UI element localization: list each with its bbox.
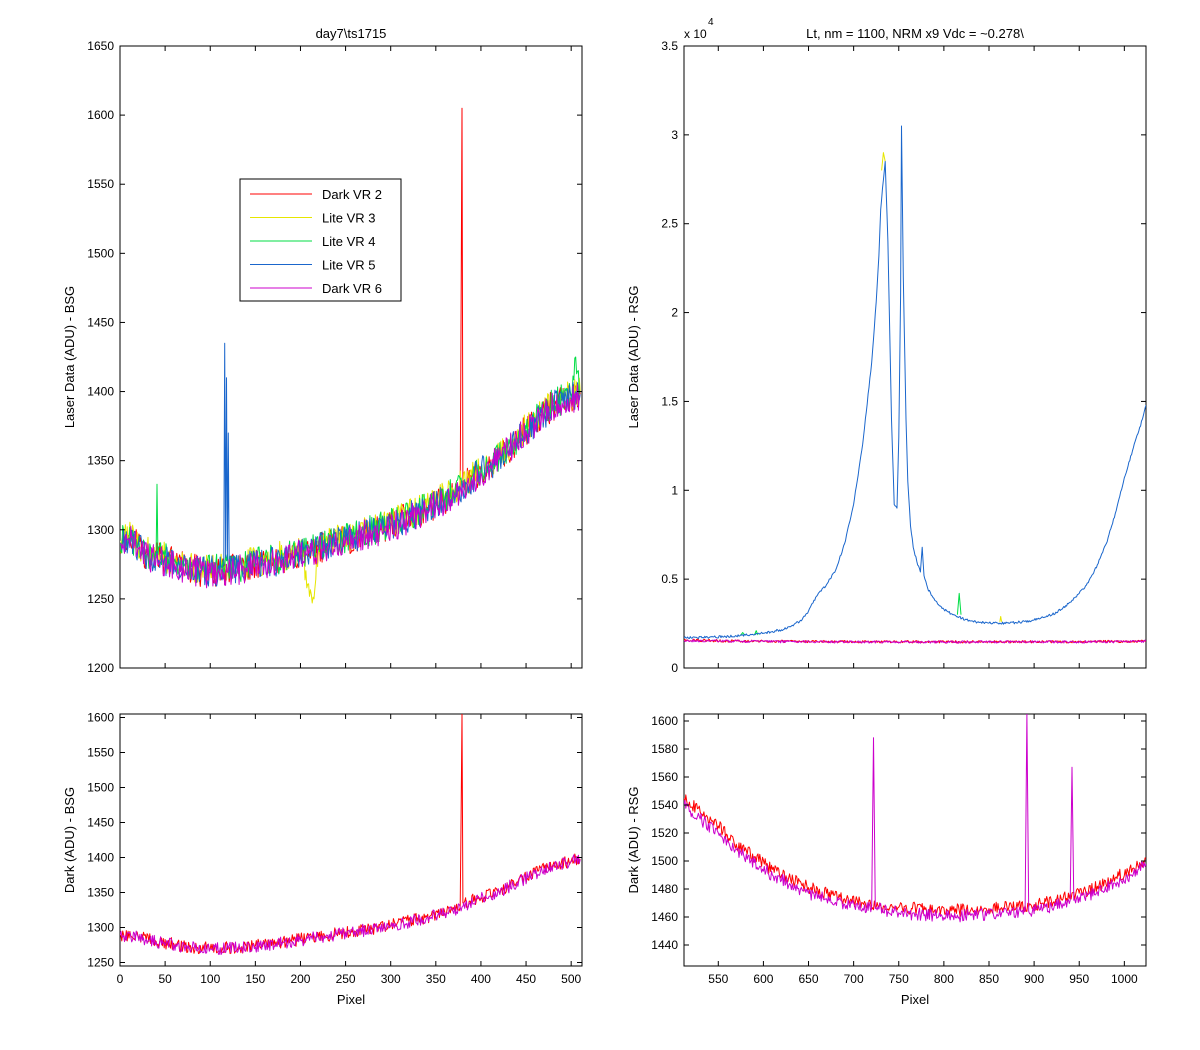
y-tick-label: 1550 (87, 177, 114, 191)
y-tick-label: 1500 (651, 854, 678, 868)
x-tick-label: 150 (245, 972, 265, 986)
y-axis-label: Laser Data (ADU) - BSG (62, 286, 77, 428)
y-tick-label: 1400 (87, 851, 114, 865)
x-tick-label: 100 (200, 972, 220, 986)
y-tick-label: 2.5 (661, 217, 678, 231)
y-exponent: 4 (708, 17, 714, 28)
x-axis-label: Pixel (901, 992, 929, 1007)
series-line-dark-vr-2 (120, 107, 581, 587)
y-tick-label: 1200 (87, 661, 114, 675)
y-tick-label: 2 (671, 306, 678, 320)
series-line-lite-vr-5 (684, 125, 1146, 640)
x-tick-label: 1000 (1111, 972, 1138, 986)
y-tick-label: 1 (671, 483, 678, 497)
x-tick-label: 600 (753, 972, 773, 986)
legend-entry: Lite VR 4 (322, 234, 375, 249)
chart-top-left: 1200 1250 1300 1350 1400 1450 1500 1550 1600 1650… (62, 26, 583, 675)
y-tick-label: 1450 (87, 816, 114, 830)
x-tick-label: 650 (799, 972, 819, 986)
x-tick-label: 300 (381, 972, 401, 986)
chart-title: Lt, nm = 1100, NRM x9 Vdc = ~0.278\ (806, 26, 1024, 41)
y-exponent-label: x 10 (684, 27, 707, 41)
y-tick-label: 1300 (87, 523, 114, 537)
y-tick-label: 1460 (651, 910, 678, 924)
chart-bottom-left: 1250 1300 1350 1400 1450 1500 1550 1600 0 50 100 15… (62, 711, 583, 1007)
y-tick-label: 0.5 (661, 572, 678, 586)
x-tick-label: 700 (844, 972, 864, 986)
x-tick-label: 900 (1024, 972, 1044, 986)
y-axis-label: Laser Data (ADU) - RSG (626, 285, 641, 428)
x-tick-label: 750 (889, 972, 909, 986)
y-tick-label: 1560 (651, 770, 678, 784)
y-tick-label: 1250 (87, 592, 114, 606)
chart-title: day7\ts1715 (316, 26, 387, 41)
x-tick-label: 350 (426, 972, 446, 986)
x-tick-label: 950 (1069, 972, 1089, 986)
plot-frame (683, 713, 1147, 967)
y-tick-label: 1540 (651, 798, 678, 812)
x-tick-label: 450 (516, 972, 536, 986)
y-tick-label: 1520 (651, 826, 678, 840)
legend-box (239, 178, 402, 302)
y-tick-label: 0 (671, 661, 678, 675)
y-axis-label: Dark (ADU) - RSG (626, 787, 641, 894)
plot-frame (119, 713, 583, 967)
series-line-dark-vr-6 (684, 639, 1146, 644)
y-tick-label: 1550 (87, 746, 114, 760)
x-tick-label: 250 (336, 972, 356, 986)
plot-frame (683, 45, 1147, 669)
legend: Dark VR 2 Lite VR 3 Lite VR 4 Lite VR 5 Dark… (239, 178, 402, 302)
y-tick-label: 1600 (651, 714, 678, 728)
series-line-dark-vr-6 (120, 854, 581, 955)
x-tick-label: 500 (561, 972, 581, 986)
legend-entry: Lite VR 3 (322, 211, 375, 226)
y-tick-label: 3.5 (661, 39, 678, 53)
y-tick-label: 1500 (87, 781, 114, 795)
y-tick-label: 1650 (87, 39, 114, 53)
y-tick-label: 1480 (651, 882, 678, 896)
x-tick-label: 400 (471, 972, 491, 986)
y-tick-label: 1400 (87, 385, 114, 399)
x-tick-label: 50 (158, 972, 172, 986)
y-tick-label: 1350 (87, 886, 114, 900)
series-line-dark-vr-2 (120, 714, 581, 955)
series-line-dark-vr-6 (120, 384, 581, 589)
y-tick-label: 1.5 (661, 394, 678, 408)
x-tick-label: 850 (979, 972, 999, 986)
y-tick-label: 1580 (651, 742, 678, 756)
x-tick-label: 200 (290, 972, 310, 986)
legend-entry: Dark VR 6 (322, 281, 382, 296)
x-tick-label: 550 (708, 972, 728, 986)
series-line-lite-vr-3 (881, 152, 1003, 622)
y-axis-label: Dark (ADU) - BSG (62, 787, 77, 893)
chart-bottom-right: 1440 1460 1480 1500 1520 1540 1560 1580 1600 550 6… (626, 713, 1147, 1007)
y-tick-label: 1440 (651, 938, 678, 952)
y-tick-label: 1300 (87, 921, 114, 935)
y-tick-label: 1350 (87, 454, 114, 468)
chart-top-right: 0 0.5 1 1.5 2 2.5 3 3.5 Lt, nm = 1100, NRM x9 Vd… (626, 17, 1147, 675)
legend-entry: Dark VR 2 (322, 187, 382, 202)
y-tick-label: 1600 (87, 711, 114, 725)
x-axis-label: Pixel (337, 992, 365, 1007)
y-tick-label: 1250 (87, 956, 114, 970)
series-line-dark-vr-6 (684, 714, 1146, 923)
y-tick-label: 1600 (87, 108, 114, 122)
x-tick-label: 0 (117, 972, 124, 986)
series-line-dark-vr-2 (684, 794, 1146, 917)
y-tick-label: 1450 (87, 315, 114, 329)
y-tick-label: 1500 (87, 246, 114, 260)
x-tick-label: 800 (934, 972, 954, 986)
legend-entry: Lite VR 5 (322, 258, 375, 273)
y-tick-label: 3 (671, 128, 678, 142)
